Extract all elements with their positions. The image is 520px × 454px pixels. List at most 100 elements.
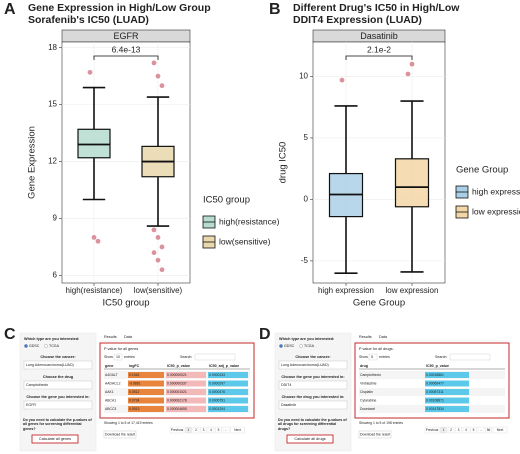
search-label: Search: [180, 355, 192, 359]
page-button[interactable] [477, 426, 485, 434]
panel-label: B [269, 1, 281, 18]
cell-fill [166, 372, 206, 378]
box [394, 158, 430, 208]
page-button[interactable] [455, 426, 462, 434]
outlier [405, 71, 411, 77]
page-button[interactable] [470, 426, 477, 434]
search-label: Search: [435, 355, 447, 359]
legend-title: Gene Group [456, 165, 508, 176]
page-label[interactable]: Next [497, 428, 504, 432]
page-label[interactable]: 4 [465, 428, 467, 432]
outlier [159, 267, 165, 273]
cell: ABCA1 [105, 398, 116, 402]
download-button[interactable] [103, 430, 137, 439]
cell: 0.00018861 [426, 373, 444, 377]
calc-button-label[interactable]: Calculate all drugs [294, 437, 325, 441]
radio-label: TCGA [304, 344, 315, 348]
page-button[interactable] [447, 426, 455, 434]
cell: 0.0734 [129, 398, 139, 402]
page-label[interactable]: 4 [210, 428, 212, 432]
cell-fill [425, 372, 469, 378]
download-button[interactable] [358, 430, 392, 439]
tab[interactable]: Results [359, 335, 372, 339]
show-select [113, 353, 123, 361]
page-label[interactable]: 2 [195, 428, 197, 432]
page-button[interactable] [169, 426, 185, 434]
y-axis-title: Gene Expression [27, 126, 38, 199]
type-label: Which type are you interested: [24, 337, 79, 341]
select-value: Dasatinib [281, 403, 296, 407]
outlier [339, 77, 345, 83]
page-button[interactable] [215, 426, 222, 434]
page-label[interactable]: 5 [218, 428, 220, 432]
cell: Cytarabine [360, 398, 377, 402]
select-box [278, 380, 348, 390]
page-button[interactable] [492, 426, 508, 434]
table-title: P value for all drugs: [359, 347, 394, 351]
entries-label: entries [124, 355, 135, 359]
chart-subtitle: DDIT4 Expression (LUAD) [293, 14, 422, 26]
cell-fill [166, 380, 206, 387]
page-label[interactable]: ... [225, 428, 228, 432]
entries-label: entries [379, 355, 390, 359]
page-label[interactable]: 3 [203, 428, 205, 432]
select-value: Camptothecin [26, 383, 48, 387]
cell-fill [128, 372, 164, 378]
page-label[interactable]: 3 [458, 428, 460, 432]
calc-button[interactable] [286, 434, 334, 444]
page-label[interactable]: ... [480, 428, 483, 432]
page-button[interactable] [424, 426, 440, 434]
page-button[interactable] [185, 426, 192, 434]
legend-label: low(sensitive) [219, 236, 271, 246]
calc-button-label[interactable]: Calculate all genes [39, 437, 71, 441]
page-button[interactable] [222, 426, 230, 434]
outlier [151, 60, 157, 66]
page-button[interactable] [440, 426, 447, 434]
y-axis-title: drug IC50 [278, 142, 289, 184]
cell: AAK1 [105, 390, 114, 394]
page-button[interactable] [200, 426, 207, 434]
page-label[interactable]: Previous [171, 428, 184, 432]
page-label[interactable]: 56 [487, 428, 491, 432]
tab[interactable]: Data [379, 335, 388, 339]
x-tick-label: low(sensitive) [134, 286, 183, 295]
cell: AADACL2 [105, 381, 121, 385]
page-label[interactable]: 1 [443, 428, 445, 432]
show-label: Show [104, 355, 113, 359]
page-button[interactable] [230, 426, 245, 434]
cell-fill [128, 380, 164, 387]
question-box: Do you need to calculate the p-values of… [278, 418, 347, 431]
page-label[interactable]: 1 [188, 428, 190, 432]
cell: Cisplatin [360, 390, 373, 394]
cell: 0.00069477 [426, 381, 444, 385]
search-input [194, 353, 236, 361]
tab[interactable]: Results [104, 335, 117, 339]
cell-fill [208, 389, 248, 395]
download-label[interactable]: Download the result [105, 432, 135, 436]
cell-fill [128, 397, 164, 404]
page-label[interactable]: Next [234, 428, 241, 432]
legend-label: low expression [472, 206, 520, 216]
strip-label: EGFR [113, 31, 139, 41]
page-button[interactable] [462, 426, 470, 434]
page-button[interactable] [485, 426, 492, 434]
page-button[interactable] [207, 426, 215, 434]
search-input [449, 353, 491, 361]
radio [279, 344, 283, 348]
cell: 0.000000021 [167, 373, 187, 377]
show-label: Show [359, 355, 368, 359]
outlier [151, 227, 157, 233]
page-label[interactable]: 2 [450, 428, 452, 432]
cell-fill [166, 397, 206, 404]
cell: 0.0000134 [209, 373, 225, 377]
download-label[interactable]: Download the result [360, 432, 390, 436]
page-label[interactable]: 5 [473, 428, 475, 432]
calc-button[interactable] [31, 434, 79, 444]
page-button[interactable] [192, 426, 200, 434]
y-tick-label: 12 [48, 157, 57, 166]
type-label: Which type are you interested: [279, 337, 334, 341]
page-label[interactable]: Previous [426, 428, 439, 432]
outlier [91, 235, 97, 240]
tab[interactable]: Data [124, 335, 133, 339]
cell: 0.0001204 [209, 407, 225, 411]
